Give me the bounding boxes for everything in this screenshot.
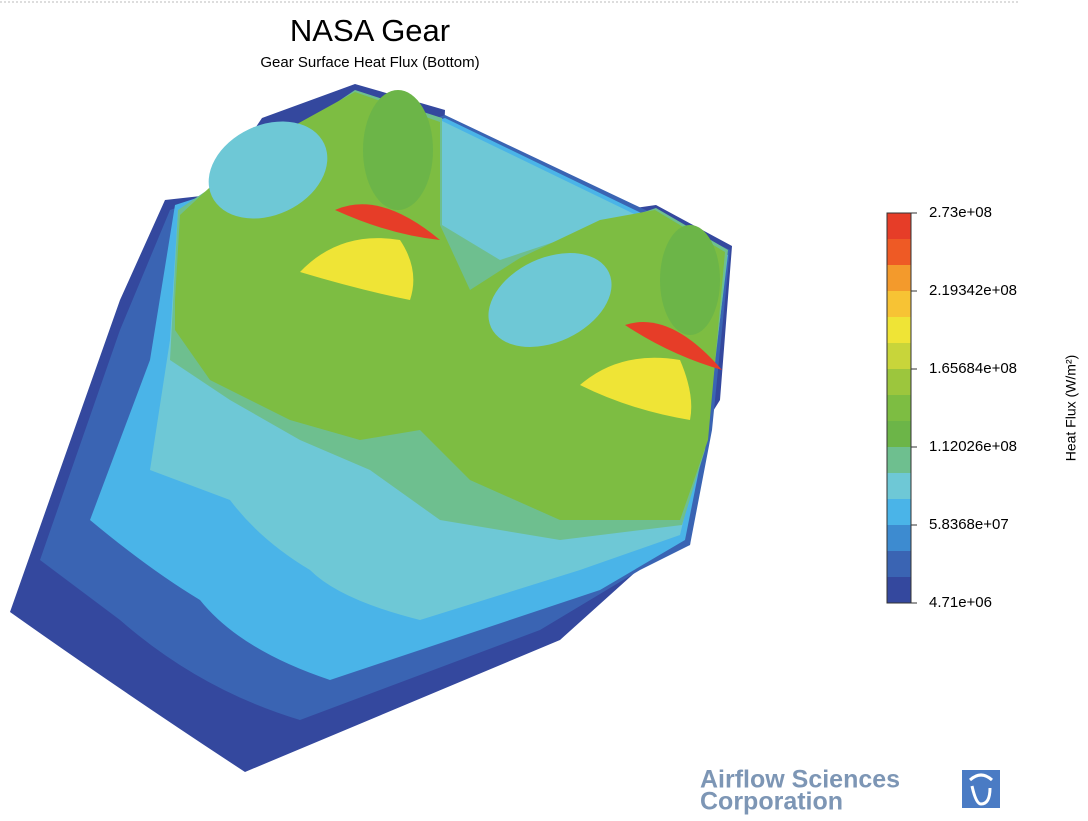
hot-red — [625, 322, 722, 370]
tick-label: 2.73e+08 — [929, 204, 992, 221]
subtitle: Gear Surface Heat Flux (Bottom) — [260, 54, 479, 71]
colorbar-frame — [886, 212, 912, 604]
lobe-cyan — [488, 253, 612, 347]
surface-green — [175, 92, 725, 520]
tooth-green — [660, 225, 720, 335]
color-band — [887, 369, 911, 396]
hot-yellow — [300, 238, 414, 300]
color-band — [887, 525, 911, 552]
color-band — [887, 577, 911, 604]
gear-contour — [10, 84, 732, 772]
color-band — [887, 291, 911, 318]
logo-line: Airflow Sciences — [700, 766, 900, 794]
color-band — [887, 265, 911, 292]
logo: Airflow Sciences Corporation — [700, 766, 1000, 816]
tooth-green — [363, 90, 433, 210]
colorbar-label: Heat Flux (W/m²) — [1063, 355, 1079, 462]
tick-label: 1.65684e+08 — [929, 360, 1017, 377]
hot-red — [335, 204, 440, 240]
hot-yellow — [580, 357, 692, 420]
color-band — [887, 395, 911, 422]
color-band — [887, 473, 911, 500]
logo-line: Corporation — [700, 788, 843, 816]
logo-glyph — [968, 773, 994, 806]
lobe-cyan — [208, 121, 328, 219]
colorbar: 2.73e+08 2.19342e+08 1.65684e+08 1.12026e+0… — [886, 204, 1017, 611]
tick-label: 5.8368e+07 — [929, 516, 1009, 533]
tick-label: 1.12026e+08 — [929, 438, 1017, 455]
tick-label: 2.19342e+08 — [929, 282, 1017, 299]
color-band — [887, 447, 911, 474]
color-band — [887, 551, 911, 578]
color-band — [887, 421, 911, 448]
color-band — [887, 239, 911, 266]
color-band — [887, 213, 911, 240]
title: NASA Gear — [290, 13, 450, 48]
color-band — [887, 499, 911, 526]
color-band — [887, 343, 911, 370]
color-band — [887, 317, 911, 344]
tick-label: 4.71e+06 — [929, 594, 992, 611]
